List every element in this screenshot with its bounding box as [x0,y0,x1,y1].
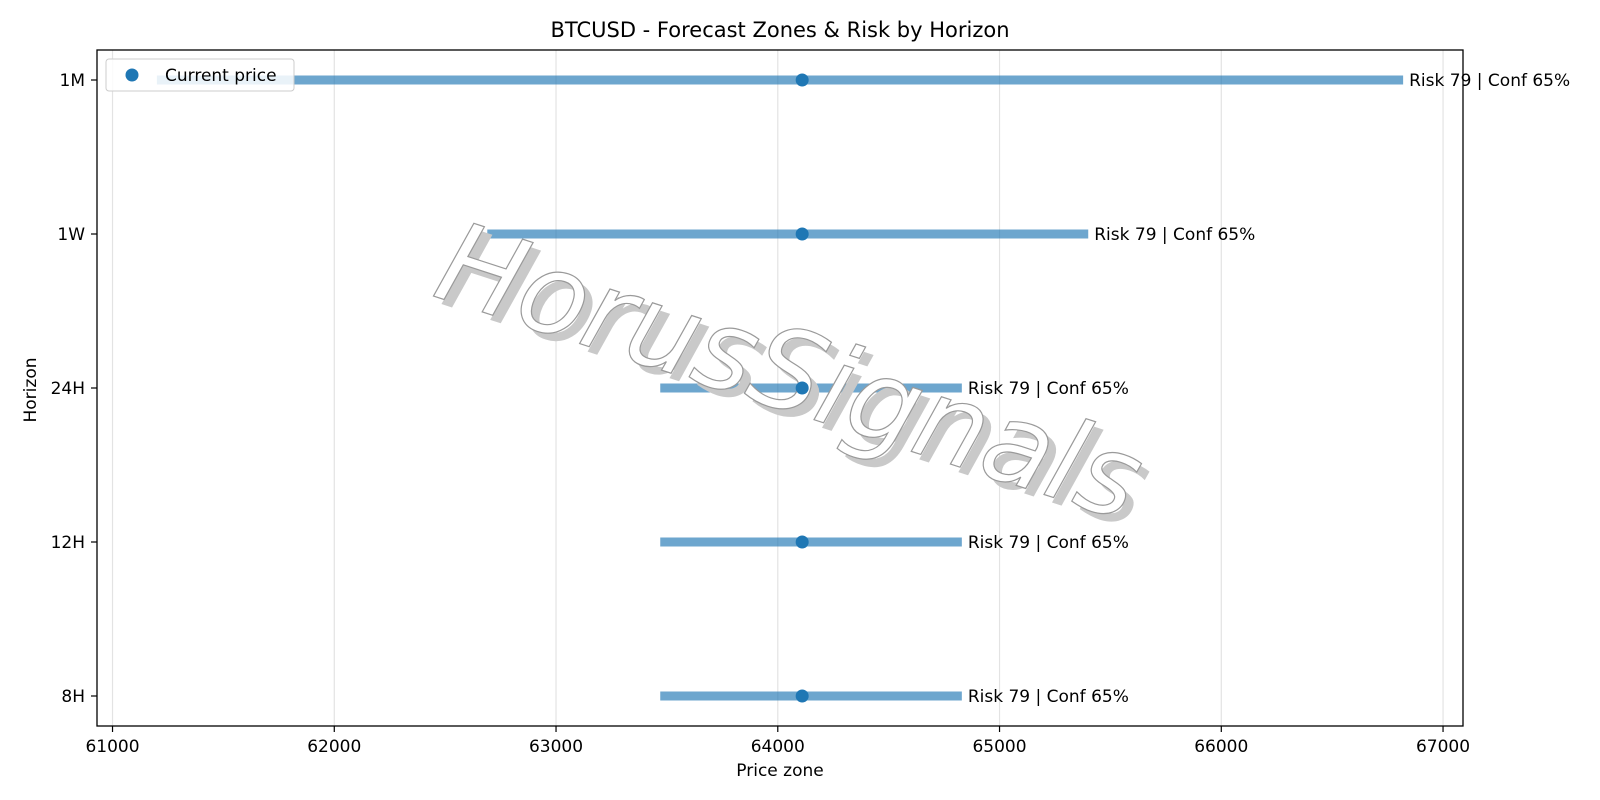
risk-labels: Risk 79 | Conf 65% Risk 79 | Conf 65% Risk… [968,71,1570,707]
y-tick-label: 8H [61,687,85,707]
x-tick-label: 62000 [307,737,361,757]
range-bars [156,75,1404,701]
risk-label-1w: Risk 79 | Conf 65% [1094,225,1255,245]
y-axis-label: Horizon [21,358,41,423]
current-price-point-24h [795,381,809,395]
y-tick-label: 12H [51,533,85,553]
y-axis: 1M 1W 24H 12H 8H [51,71,97,707]
x-tick-label: 61000 [85,737,139,757]
legend-marker [125,68,139,82]
grid-lines [111,50,1444,726]
risk-label-8h: Risk 79 | Conf 65% [968,687,1129,707]
y-tick-label: 1W [57,225,85,245]
risk-label-1m: Risk 79 | Conf 65% [1409,71,1570,91]
legend-box [105,58,295,92]
x-tick-label: 64000 [751,737,805,757]
risk-label-24h: Risk 79 | Conf 65% [968,379,1129,399]
current-price-markers [795,73,809,703]
legend[interactable]: Current price [105,58,295,92]
y-tick-label: 24H [51,379,85,399]
x-tick-label: 63000 [529,737,583,757]
x-tick-label: 66000 [1194,737,1248,757]
y-tick-label: 1M [60,71,85,91]
x-tick-label: 65000 [972,737,1026,757]
current-price-point-8h [795,689,809,703]
risk-label-12h: Risk 79 | Conf 65% [968,533,1129,553]
legend-label: Current price [165,66,277,86]
x-axis: 61000 62000 63000 64000 65000 66000 67000 [85,726,1470,757]
current-price-point-1w [795,227,809,241]
x-axis-label: Price zone [736,761,823,781]
current-price-point-1m [795,73,809,87]
x-tick-label: 67000 [1416,737,1470,757]
current-price-point-12h [795,535,809,549]
chart-title: BTCUSD - Forecast Zones & Risk by Horizo… [550,18,1009,42]
